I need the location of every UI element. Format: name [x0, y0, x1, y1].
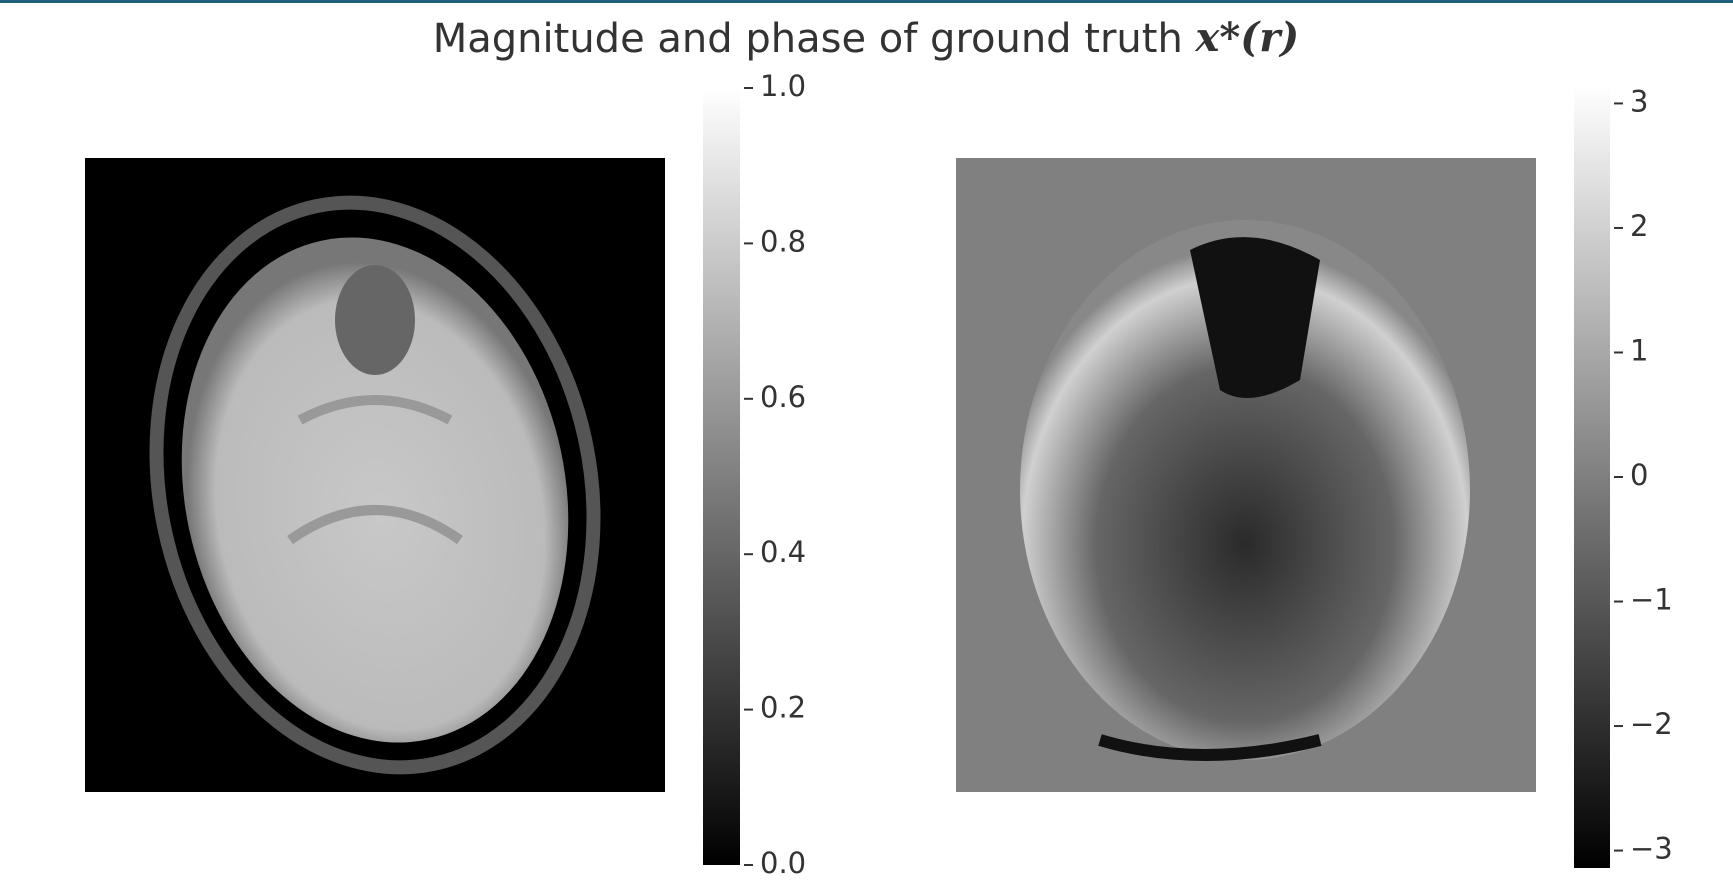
colorbar-tick-label: −2	[1630, 707, 1673, 741]
phase-image	[956, 158, 1536, 792]
colorbar-tick-label: −3	[1630, 832, 1673, 866]
colorbar	[703, 88, 740, 865]
colorbar-tick-label: 0.6	[760, 380, 806, 414]
colorbar-tick-label: 1	[1630, 333, 1648, 367]
colorbar-tick-label: 0.2	[760, 691, 806, 725]
colorbar-tick-label: 0	[1630, 458, 1648, 492]
colorbar-tick-label: −1	[1630, 583, 1673, 617]
magnitude-image	[85, 158, 665, 792]
title: Magnitude and phase of ground truth x*(r…	[433, 14, 1299, 62]
colorbar-tick-label: 0.0	[760, 846, 806, 880]
colorbar-tick-label: 3	[1630, 84, 1648, 118]
colorbar-tick-label: 2	[1630, 209, 1648, 243]
top-border	[0, 0, 1733, 3]
colorbar	[1574, 86, 1610, 868]
colorbar-tick-label: 1.0	[760, 69, 806, 103]
colorbar-tick-label: 0.8	[760, 224, 806, 258]
colorbar-tick-label: 0.4	[760, 535, 806, 569]
